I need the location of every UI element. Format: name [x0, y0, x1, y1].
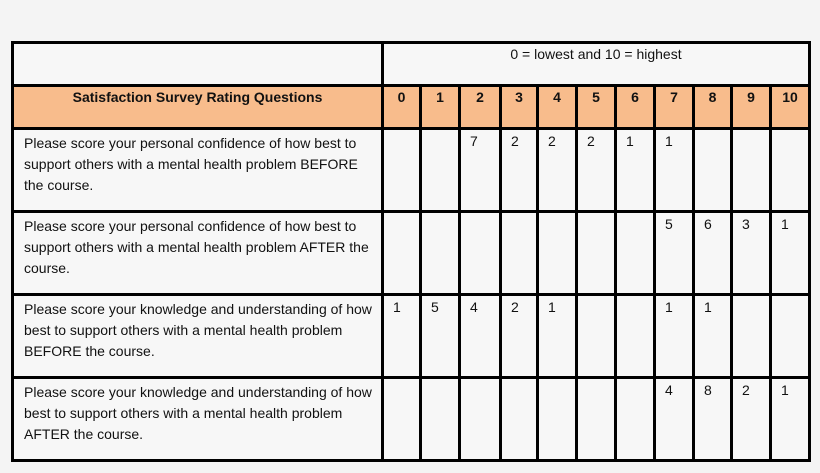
rating-count — [419, 127, 461, 213]
legend-row: 0 = lowest and 10 = highest — [11, 41, 811, 87]
question-text: Please score your knowledge and understa… — [11, 293, 384, 379]
question-text: Please score your knowledge and understa… — [11, 376, 384, 462]
rating-header-4: 4 — [536, 84, 578, 130]
rating-count — [419, 210, 461, 296]
rating-count: 2 — [575, 127, 617, 213]
rating-count — [614, 210, 656, 296]
rating-count: 1 — [769, 376, 811, 462]
table-row: Please score your personal confidence of… — [11, 210, 811, 296]
question-text: Please score your personal confidence of… — [11, 127, 384, 213]
rating-count: 1 — [653, 293, 695, 379]
header-row: Satisfaction Survey Rating Questions 0 1… — [11, 84, 811, 130]
rating-count: 8 — [692, 376, 733, 462]
rating-count — [536, 376, 578, 462]
rating-count: 5 — [419, 293, 461, 379]
rating-count: 2 — [536, 127, 578, 213]
scale-legend: 0 = lowest and 10 = highest — [381, 41, 811, 87]
rating-header-3: 3 — [499, 84, 539, 130]
rating-count — [730, 293, 772, 379]
rating-count — [381, 127, 422, 213]
rating-count — [614, 376, 656, 462]
rating-count: 7 — [458, 127, 502, 213]
rating-count — [499, 210, 539, 296]
rating-header-8: 8 — [692, 84, 733, 130]
rating-count — [575, 376, 617, 462]
table-row: Please score your knowledge and understa… — [11, 376, 811, 462]
table-row: Please score your knowledge and understa… — [11, 293, 811, 379]
rating-count: 2 — [730, 376, 772, 462]
blank-corner-cell — [11, 41, 384, 87]
rating-count — [692, 127, 733, 213]
rating-count: 6 — [692, 210, 733, 296]
rating-count: 2 — [499, 127, 539, 213]
rating-count — [769, 293, 811, 379]
rating-header-7: 7 — [653, 84, 695, 130]
rating-count — [536, 210, 578, 296]
rating-count — [458, 376, 502, 462]
rating-count: 4 — [458, 293, 502, 379]
rating-count — [419, 376, 461, 462]
rating-count — [381, 210, 422, 296]
rating-count: 3 — [730, 210, 772, 296]
rating-count — [499, 376, 539, 462]
rating-header-9: 9 — [730, 84, 772, 130]
question-text: Please score your personal confidence of… — [11, 210, 384, 296]
rating-count: 4 — [653, 376, 695, 462]
satisfaction-survey-table: 0 = lowest and 10 = highest Satisfaction… — [11, 41, 811, 462]
rating-count — [575, 293, 617, 379]
rating-header-5: 5 — [575, 84, 617, 130]
rating-header-2: 2 — [458, 84, 502, 130]
table-row: Please score your personal confidence of… — [11, 127, 811, 213]
rating-count: 5 — [653, 210, 695, 296]
rating-count: 1 — [614, 127, 656, 213]
rating-count — [458, 210, 502, 296]
rating-count: 1 — [381, 293, 422, 379]
rating-count: 1 — [536, 293, 578, 379]
rating-count — [381, 376, 422, 462]
rating-count — [769, 127, 811, 213]
rating-header-1: 1 — [419, 84, 461, 130]
rating-count — [575, 210, 617, 296]
rating-count — [614, 293, 656, 379]
rating-count: 2 — [499, 293, 539, 379]
rating-count: 1 — [692, 293, 733, 379]
rating-header-10: 10 — [769, 84, 811, 130]
rating-count: 1 — [653, 127, 695, 213]
rating-count — [730, 127, 772, 213]
rating-header-0: 0 — [381, 84, 422, 130]
question-column-header: Satisfaction Survey Rating Questions — [11, 84, 384, 130]
rating-header-6: 6 — [614, 84, 656, 130]
rating-count: 1 — [769, 210, 811, 296]
